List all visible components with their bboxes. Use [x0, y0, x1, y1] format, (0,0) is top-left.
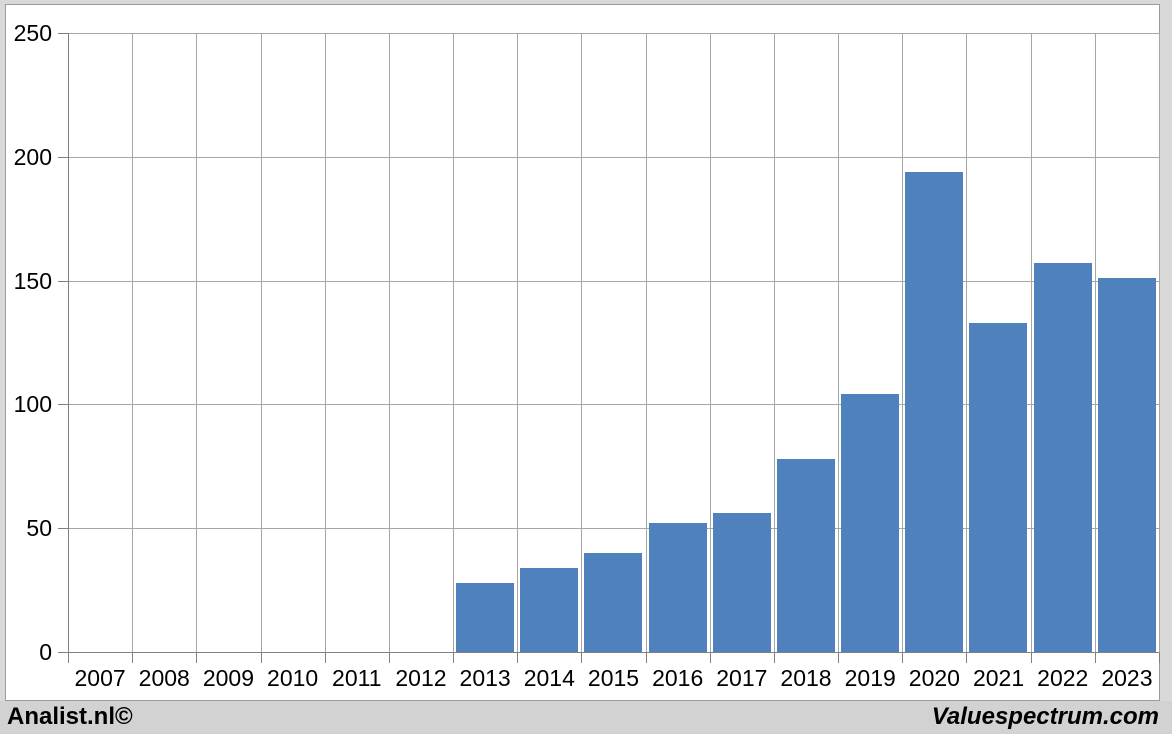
x-axis-tick-label: 2019	[844, 665, 896, 691]
bar-2022	[1034, 263, 1092, 652]
gridline-vertical	[261, 33, 262, 652]
x-axis-tick-label: 2015	[587, 665, 640, 691]
gridline-vertical	[132, 33, 133, 652]
brand-analist: Analist.nl©	[7, 702, 133, 730]
x-axis-line	[58, 652, 1159, 653]
x-axis-tick	[1159, 653, 1160, 663]
x-axis-tick-label: 2009	[202, 665, 255, 691]
x-axis-tick	[1031, 653, 1032, 663]
x-axis-tick-label: 2022	[1037, 665, 1089, 691]
gridline-horizontal	[68, 528, 1159, 529]
gridline-vertical	[1031, 33, 1032, 652]
bar-2020	[905, 172, 963, 652]
x-axis-tick	[774, 653, 775, 663]
y-axis-tick	[58, 281, 68, 282]
x-axis-tick	[581, 653, 582, 663]
x-axis-tick-label: 2020	[908, 665, 960, 691]
gridline-horizontal	[68, 33, 1159, 34]
x-axis-tick	[325, 653, 326, 663]
y-axis-tick	[58, 528, 68, 529]
bar-2017	[713, 513, 771, 652]
gridline-horizontal	[68, 157, 1159, 158]
x-axis-tick-label: 2016	[652, 665, 704, 691]
x-axis-tick	[132, 653, 133, 663]
x-axis-tick	[453, 653, 454, 663]
bar-2015	[584, 553, 642, 652]
y-axis-line	[68, 33, 69, 662]
y-axis-tick-label: 200	[13, 144, 52, 170]
bar-2014	[520, 568, 578, 652]
gridline-vertical	[453, 33, 454, 652]
gridline-vertical	[838, 33, 839, 652]
x-axis-tick	[966, 653, 967, 663]
y-axis-tick-label: 50	[26, 515, 52, 541]
y-axis-tick-label: 0	[39, 639, 52, 665]
bar-2013	[456, 583, 514, 652]
x-axis-tick	[517, 653, 518, 663]
x-axis-tick-label: 2017	[716, 665, 768, 691]
x-axis-tick	[261, 653, 262, 663]
x-axis-tick	[902, 653, 903, 663]
gridline-vertical	[517, 33, 518, 652]
gridline-vertical	[710, 33, 711, 652]
x-axis-tick	[68, 653, 69, 663]
x-axis-tick	[646, 653, 647, 663]
y-axis-tick	[58, 33, 68, 34]
gridline-vertical	[1159, 33, 1160, 652]
chart-panel	[5, 4, 1160, 701]
bar-2023	[1098, 278, 1156, 652]
gridline-vertical	[581, 33, 582, 652]
x-axis-tick-label: 2021	[972, 665, 1025, 691]
bar-2021	[969, 323, 1027, 652]
gridline-vertical	[325, 33, 326, 652]
brand-valuespectrum: Valuespectrum.com	[931, 702, 1159, 730]
x-axis-tick-label: 2023	[1101, 665, 1153, 691]
x-axis-tick-label: 2012	[395, 665, 447, 691]
gridline-vertical	[389, 33, 390, 652]
gridline-horizontal	[68, 281, 1159, 282]
gridline-vertical	[196, 33, 197, 652]
x-axis-tick	[196, 653, 197, 663]
x-axis-tick-label: 2018	[780, 665, 832, 691]
y-axis-tick	[58, 404, 68, 405]
x-axis-tick-label: 2007	[74, 665, 126, 691]
gridline-vertical	[1095, 33, 1096, 652]
x-axis-tick-label: 2011	[332, 665, 382, 691]
x-axis-tick	[838, 653, 839, 663]
bar-2016	[649, 523, 707, 652]
y-axis-tick-label: 150	[13, 268, 52, 294]
y-axis-tick-label: 100	[13, 391, 52, 417]
y-axis-tick	[58, 157, 68, 158]
x-axis-tick-label: 2013	[459, 665, 511, 691]
x-axis-tick-label: 2008	[138, 665, 190, 691]
x-axis-tick-label: 2014	[523, 665, 575, 691]
x-axis-tick-label: 2010	[267, 665, 319, 691]
gridline-vertical	[774, 33, 775, 652]
footer-bar: Analist.nl© Valuespectrum.com	[0, 701, 1172, 734]
x-axis-tick	[1095, 653, 1096, 663]
x-axis-tick	[389, 653, 390, 663]
bar-2019	[841, 394, 899, 652]
y-axis-tick-label: 250	[13, 20, 52, 46]
gridline-vertical	[966, 33, 967, 652]
plot-area: 0 50 100 150 200 250 2007 2008 2009 2010 2011 2012 2…	[14, 21, 1160, 691]
gridline-vertical	[646, 33, 647, 652]
gridline-horizontal	[68, 404, 1159, 405]
x-axis-tick	[710, 653, 711, 663]
gridline-vertical	[902, 33, 903, 652]
bar-2018	[777, 459, 835, 652]
